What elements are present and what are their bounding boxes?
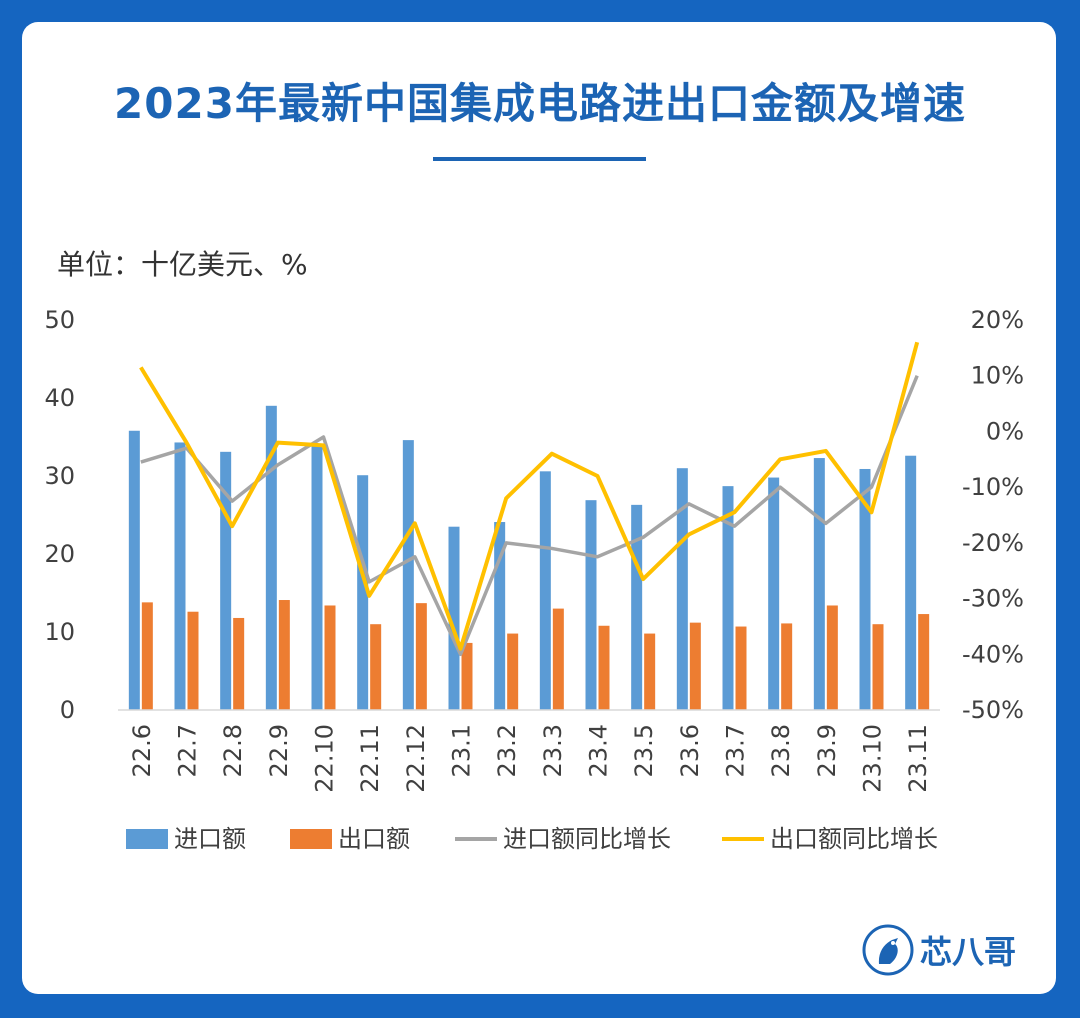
left-tick-label: 40: [44, 384, 75, 412]
plot-area: [128, 341, 930, 710]
export-bar: [278, 600, 290, 710]
export-bar: [370, 624, 382, 710]
legend-import-growth: 进口额同比增长: [455, 825, 671, 853]
x-axis: 22.6 22.7 22.8 22.9 22.10 22.11 22.12 23.1 23.2 2…: [118, 709, 940, 793]
legend-export: 出口额: [290, 825, 410, 853]
category-label: 23.6: [676, 724, 704, 777]
legend-label: 出口额同比增长: [770, 825, 938, 853]
import-bar: [768, 477, 780, 710]
export-bar: [872, 624, 884, 710]
import-bar: [813, 458, 825, 710]
category-label: 22.12: [402, 724, 430, 793]
right-tick-label: -10%: [962, 473, 1024, 501]
right-tick-label: -50%: [962, 696, 1024, 724]
left-tick-label: 30: [44, 462, 75, 490]
export-bar: [415, 603, 427, 710]
export-bar: [461, 642, 473, 710]
category-label: 23.9: [813, 724, 841, 777]
category-label: 23.2: [493, 724, 521, 777]
left-tick-label: 0: [60, 696, 75, 724]
export-bar: [689, 622, 701, 710]
export-bar: [324, 605, 336, 710]
import-bar: [676, 468, 688, 710]
category-label: 22.8: [219, 724, 247, 777]
right-tick-label: 20%: [971, 306, 1024, 334]
export-bar: [552, 608, 564, 710]
import-bar: [311, 445, 323, 710]
left-tick-label: 50: [44, 306, 75, 334]
import-bar: [357, 475, 369, 710]
legend-swatch: [290, 829, 332, 849]
export-bar: [826, 605, 838, 710]
export-bar: [141, 602, 153, 710]
category-label: 22.7: [174, 724, 202, 777]
export-bar: [187, 611, 199, 710]
right-tick-label: -40%: [962, 640, 1024, 668]
category-label: 23.8: [767, 724, 795, 777]
legend: 进口额 出口额 进口额同比增长 出口额同比增长: [126, 825, 938, 853]
left-tick-label: 10: [44, 618, 75, 646]
import-bar: [539, 471, 551, 710]
import-bar: [220, 451, 232, 710]
right-tick-label: -30%: [962, 585, 1024, 613]
category-label: 22.6: [128, 724, 156, 777]
legend-label: 进口额: [174, 825, 246, 853]
category-label: 23.7: [722, 724, 750, 777]
left-tick-label: 20: [44, 540, 75, 568]
category-label: 23.11: [904, 724, 932, 793]
import-bar: [585, 500, 597, 710]
import-bar: [722, 486, 734, 710]
left-axis: 0 10 20 30 40 50: [44, 306, 75, 724]
legend-label: 进口额同比增长: [503, 825, 671, 853]
category-label: 23.1: [448, 724, 476, 777]
category-label: 23.4: [585, 724, 613, 777]
export-bar: [781, 623, 793, 710]
export-bar: [598, 625, 610, 710]
title-underline: [433, 157, 646, 161]
import-growth-line: [140, 375, 919, 657]
category-label: 22.10: [311, 724, 339, 793]
import-bar: [859, 468, 871, 710]
export-bar: [507, 633, 519, 710]
category-label: 23.5: [630, 724, 658, 777]
import-bar: [905, 455, 917, 710]
import-bar: [448, 526, 460, 710]
export-bar: [735, 626, 747, 710]
import-bar: [402, 440, 414, 710]
import-bar: [631, 504, 643, 710]
unit-label: 单位：十亿美元、%: [57, 248, 308, 281]
brand-logo: 芯八哥: [862, 922, 1016, 978]
legend-import: 进口额: [126, 825, 246, 853]
category-label: 23.3: [539, 724, 567, 777]
import-bar: [265, 405, 277, 710]
export-bar: [644, 633, 656, 710]
category-label: 23.10: [859, 724, 887, 793]
bird-logo-icon: [862, 924, 914, 976]
chart-title: 2023年最新中国集成电路进出口金额及增速: [114, 79, 966, 128]
card-background: [22, 22, 1056, 994]
category-label: 22.11: [356, 724, 384, 793]
export-growth-line: [139, 341, 920, 651]
brand-name: 芯八哥: [920, 933, 1017, 971]
import-bar: [174, 442, 186, 710]
category-label: 22.9: [265, 724, 293, 777]
export-bar: [233, 617, 245, 710]
right-tick-label: 0%: [986, 417, 1024, 445]
import-bar: [128, 430, 140, 710]
legend-export-growth: 出口额同比增长: [722, 825, 938, 853]
right-tick-label: 10%: [971, 362, 1024, 390]
right-tick-label: -20%: [962, 529, 1024, 557]
export-bar: [918, 614, 930, 710]
legend-swatch: [126, 829, 168, 849]
import-bar: [494, 522, 506, 710]
legend-label: 出口额: [338, 825, 410, 853]
right-axis: -50% -40% -30% -20% -10% 0% 10% 20%: [962, 306, 1024, 724]
